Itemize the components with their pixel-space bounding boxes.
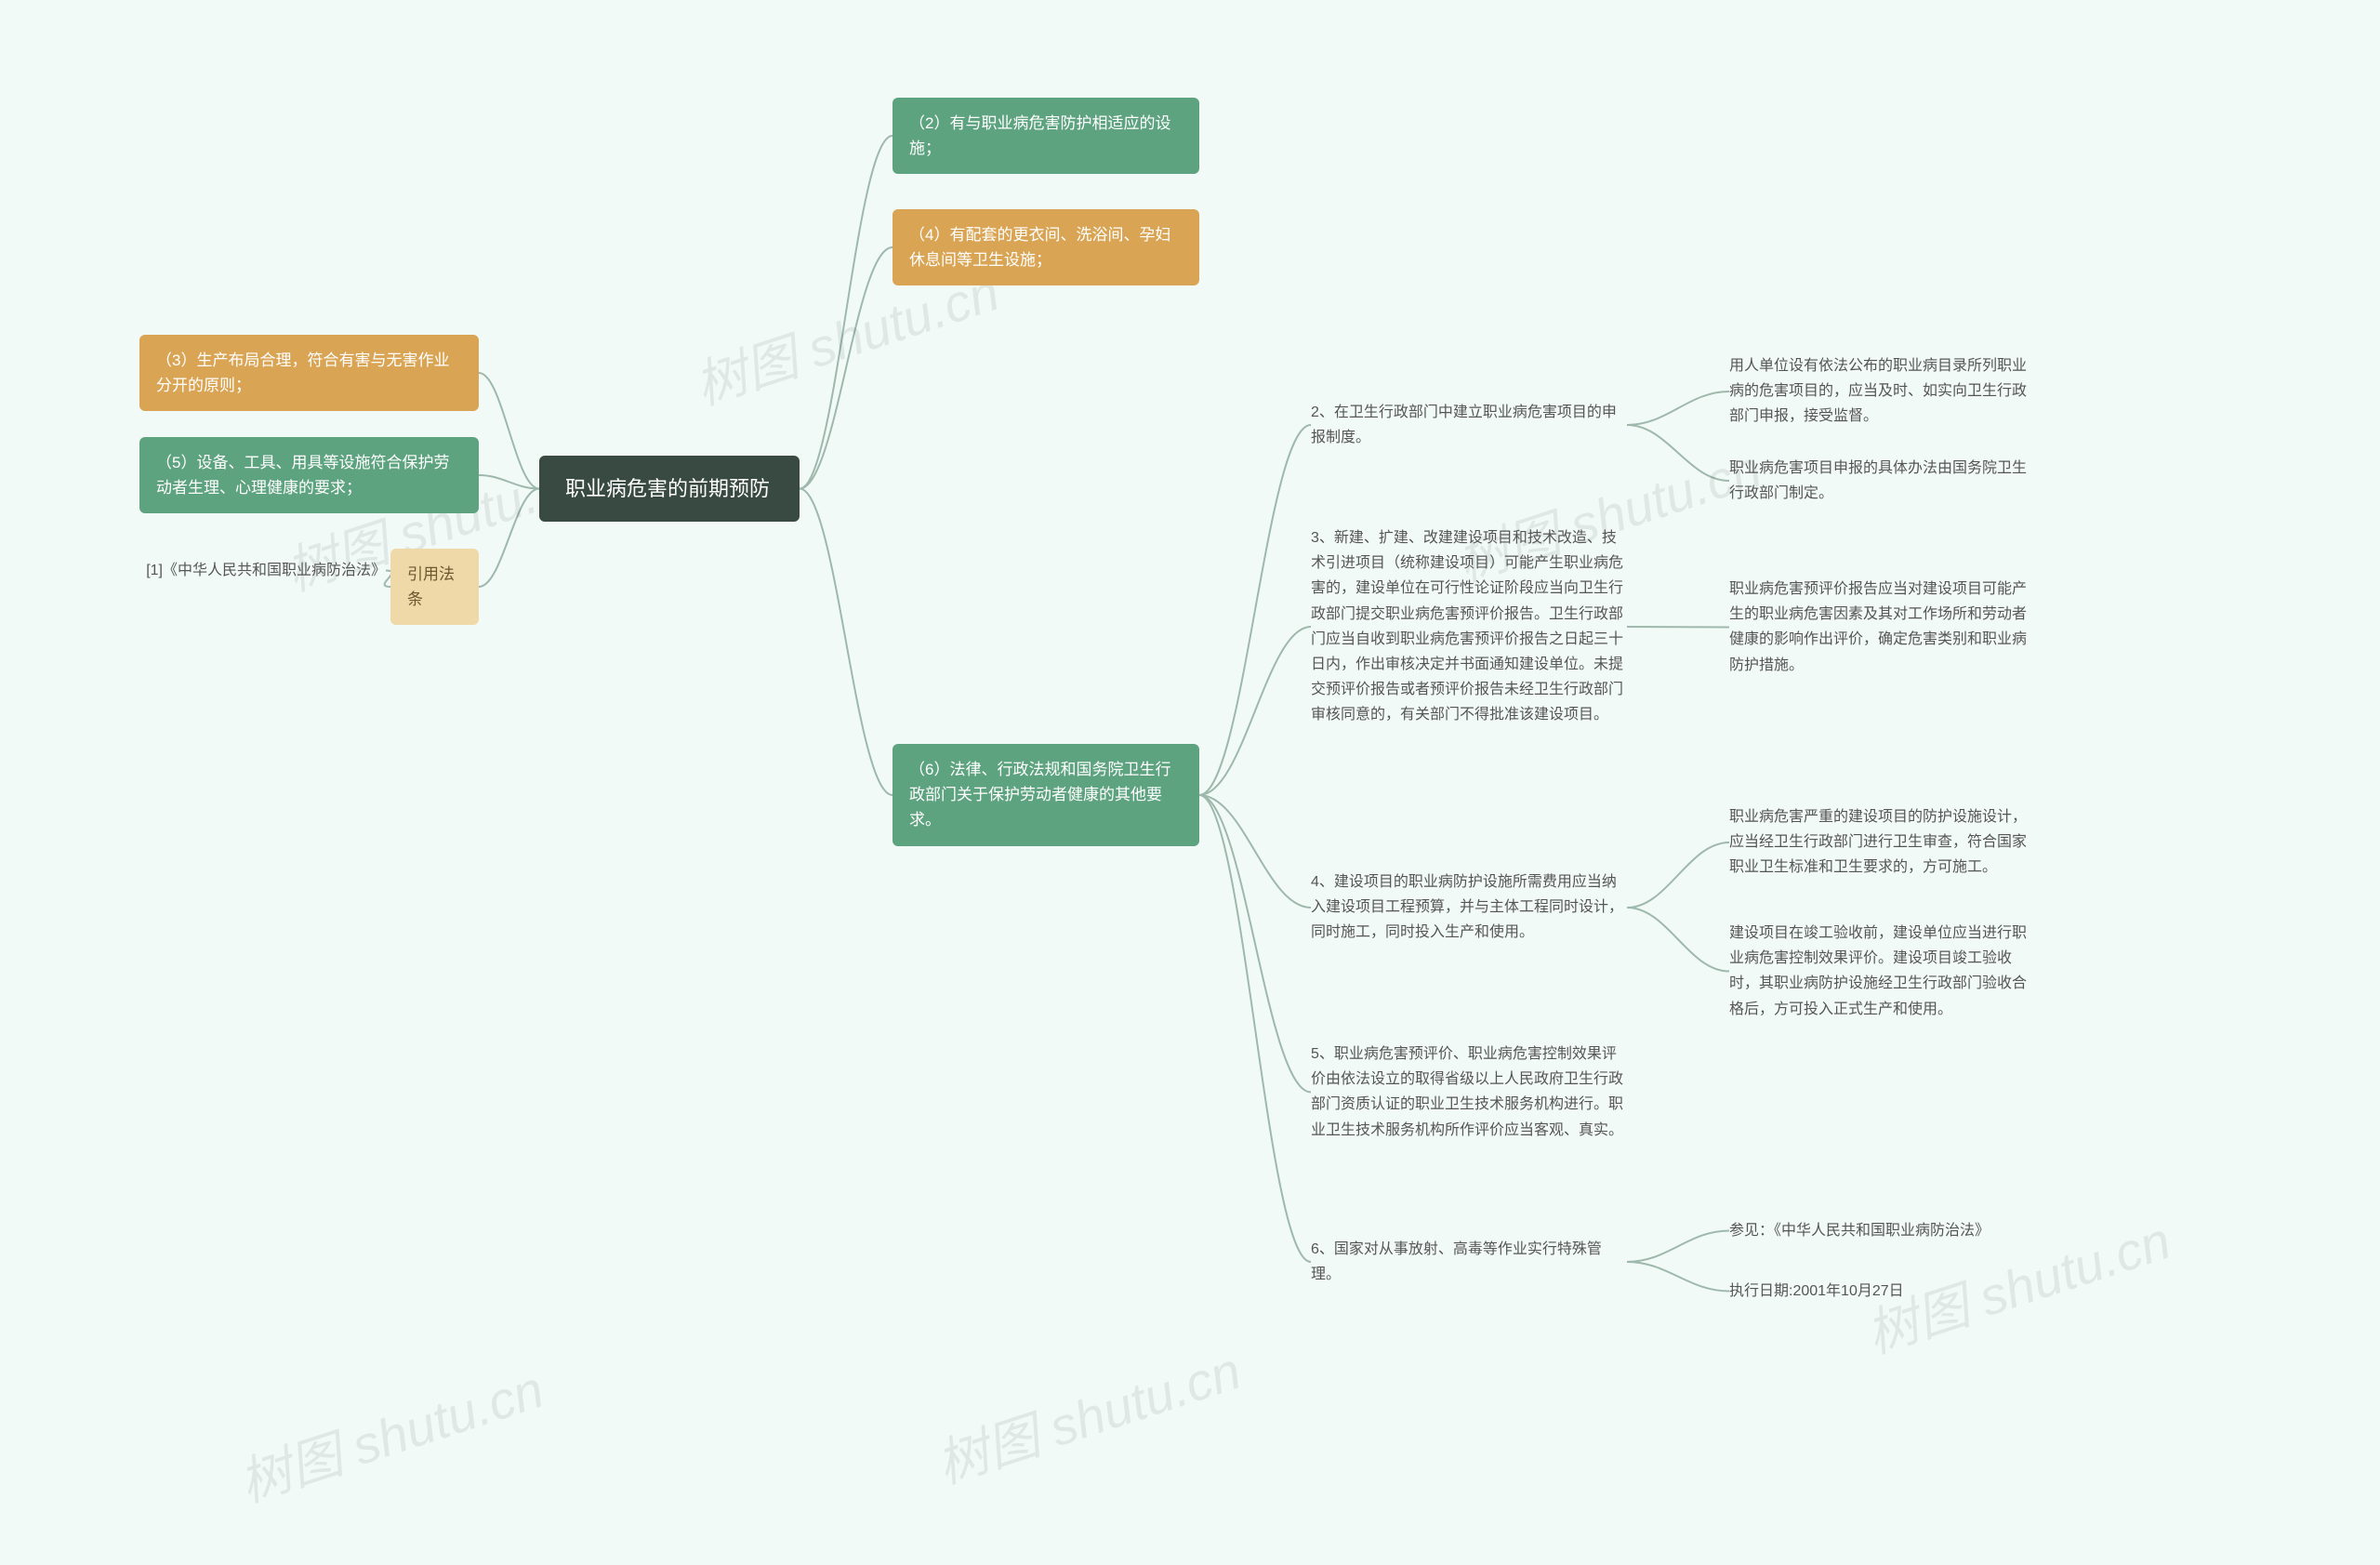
n6-child-2a: 用人单位设有依法公布的职业病目录所列职业病的危害项目的，应当及时、如实向卫生行政… bbox=[1729, 353, 2041, 430]
root-node: 职业病危害的前期预防 bbox=[539, 456, 800, 522]
n6-child-3a: 职业病危害预评价报告应当对建设项目可能产生的职业病危害因素及其对工作场所和劳动者… bbox=[1729, 577, 2041, 678]
reference-citation: [1]《中华人民共和国职业病防治法》 bbox=[126, 558, 386, 583]
n6-child-4: 4、建设项目的职业病防护设施所需费用应当纳入建设项目工程预算，并与主体工程同时设… bbox=[1311, 869, 1627, 946]
n6-child-2b: 职业病危害项目申报的具体办法由国务院卫生行政部门制定。 bbox=[1729, 456, 2041, 506]
n6-child-6a: 参见：《中华人民共和国职业病防治法》 bbox=[1729, 1218, 2041, 1243]
n6-child-2: 2、在卫生行政部门中建立职业病危害项目的申报制度。 bbox=[1311, 400, 1627, 450]
node-reference-label: 引用法条 bbox=[390, 549, 479, 625]
n6-child-6b: 执行日期:2001年10月27日 bbox=[1729, 1279, 2041, 1304]
n6-child-4b: 建设项目在竣工验收前，建设单位应当进行职业病危害控制效果评价。建设项目竣工验收时… bbox=[1729, 921, 2041, 1022]
n6-child-3: 3、新建、扩建、改建建设项目和技术改造、技术引进项目（统称建设项目）可能产生职业… bbox=[1311, 525, 1627, 728]
node-laws-6: （6）法律、行政法规和国务院卫生行政部门关于保护劳动者健康的其他要求。 bbox=[892, 744, 1199, 846]
n6-child-5: 5、职业病危害预评价、职业病危害控制效果评价由依法设立的取得省级以上人民政府卫生… bbox=[1311, 1041, 1627, 1143]
node-layout-3: （3）生产布局合理，符合有害与无害作业分开的原则； bbox=[139, 335, 479, 411]
n6-child-4a: 职业病危害严重的建设项目的防护设施设计，应当经卫生行政部门进行卫生审查，符合国家… bbox=[1729, 804, 2041, 881]
n6-child-6: 6、国家对从事放射、高毒等作业实行特殊管理。 bbox=[1311, 1237, 1627, 1287]
node-facilities-2: （2）有与职业病危害防护相适应的设施； bbox=[892, 98, 1199, 174]
node-equipment-5: （5）设备、工具、用具等设施符合保护劳动者生理、心理健康的要求； bbox=[139, 437, 479, 513]
node-sanitary-4: （4）有配套的更衣间、洗浴间、孕妇休息间等卫生设施； bbox=[892, 209, 1199, 285]
